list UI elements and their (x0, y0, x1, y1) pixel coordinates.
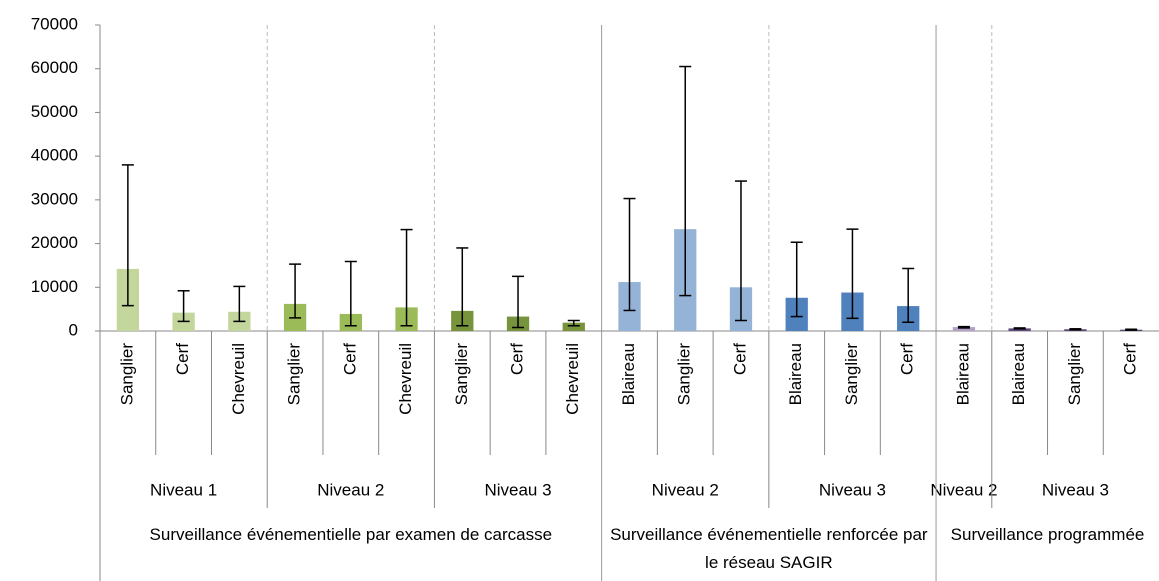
subgroup-label: Niveau 2 (652, 480, 719, 499)
y-tick-label: 0 (69, 320, 78, 339)
subgroup-label: Niveau 3 (819, 480, 886, 499)
x-tick-label: Sanglier (285, 343, 304, 406)
group-label: Surveillance événementielle par examen d… (149, 525, 553, 544)
group-label: Surveillance événementielle renforcée pa… (610, 525, 928, 572)
x-tick-label: Chevreuil (229, 343, 248, 415)
subgroup-label: Niveau 3 (484, 480, 551, 499)
subgroup-label: Niveau 2 (930, 480, 997, 499)
y-tick-label: 50000 (31, 102, 78, 121)
bar (952, 327, 976, 331)
x-tick-label: Cerf (1121, 343, 1140, 375)
x-tick-label: Blaireau (1009, 343, 1028, 405)
x-tick-label: Blaireau (619, 343, 638, 405)
y-tick-label: 10000 (31, 277, 78, 296)
x-tick-label: Blaireau (953, 343, 972, 405)
x-tick-label: Sanglier (842, 343, 861, 406)
x-tick-label: Blaireau (786, 343, 805, 405)
subgroup-label: Niveau 1 (150, 480, 217, 499)
bar (1008, 328, 1031, 331)
y-tick-label: 60000 (31, 58, 78, 77)
x-tick-label: Sanglier (452, 343, 471, 406)
x-tick-label: Chevreuil (396, 343, 415, 415)
x-tick-label: Cerf (173, 343, 192, 375)
x-tick-label: Cerf (508, 343, 527, 375)
x-tick-label: Sanglier (117, 343, 136, 406)
x-tick-label: Sanglier (1065, 343, 1084, 406)
x-tick-label: Cerf (898, 343, 917, 375)
x-tick-label: Cerf (340, 343, 359, 375)
x-tick-label: Sanglier (675, 343, 694, 406)
y-tick-label: 40000 (31, 146, 78, 165)
subgroup-label: Niveau 2 (317, 480, 384, 499)
x-tick-label: Cerf (730, 343, 749, 375)
subgroup-label: Niveau 3 (1042, 480, 1109, 499)
y-tick-label: 30000 (31, 189, 78, 208)
x-tick-label: Chevreuil (563, 343, 582, 415)
group-label: Surveillance programmée (950, 525, 1145, 544)
bar (562, 322, 585, 331)
y-tick-label: 70000 (31, 14, 78, 33)
y-tick-label: 20000 (31, 233, 78, 252)
